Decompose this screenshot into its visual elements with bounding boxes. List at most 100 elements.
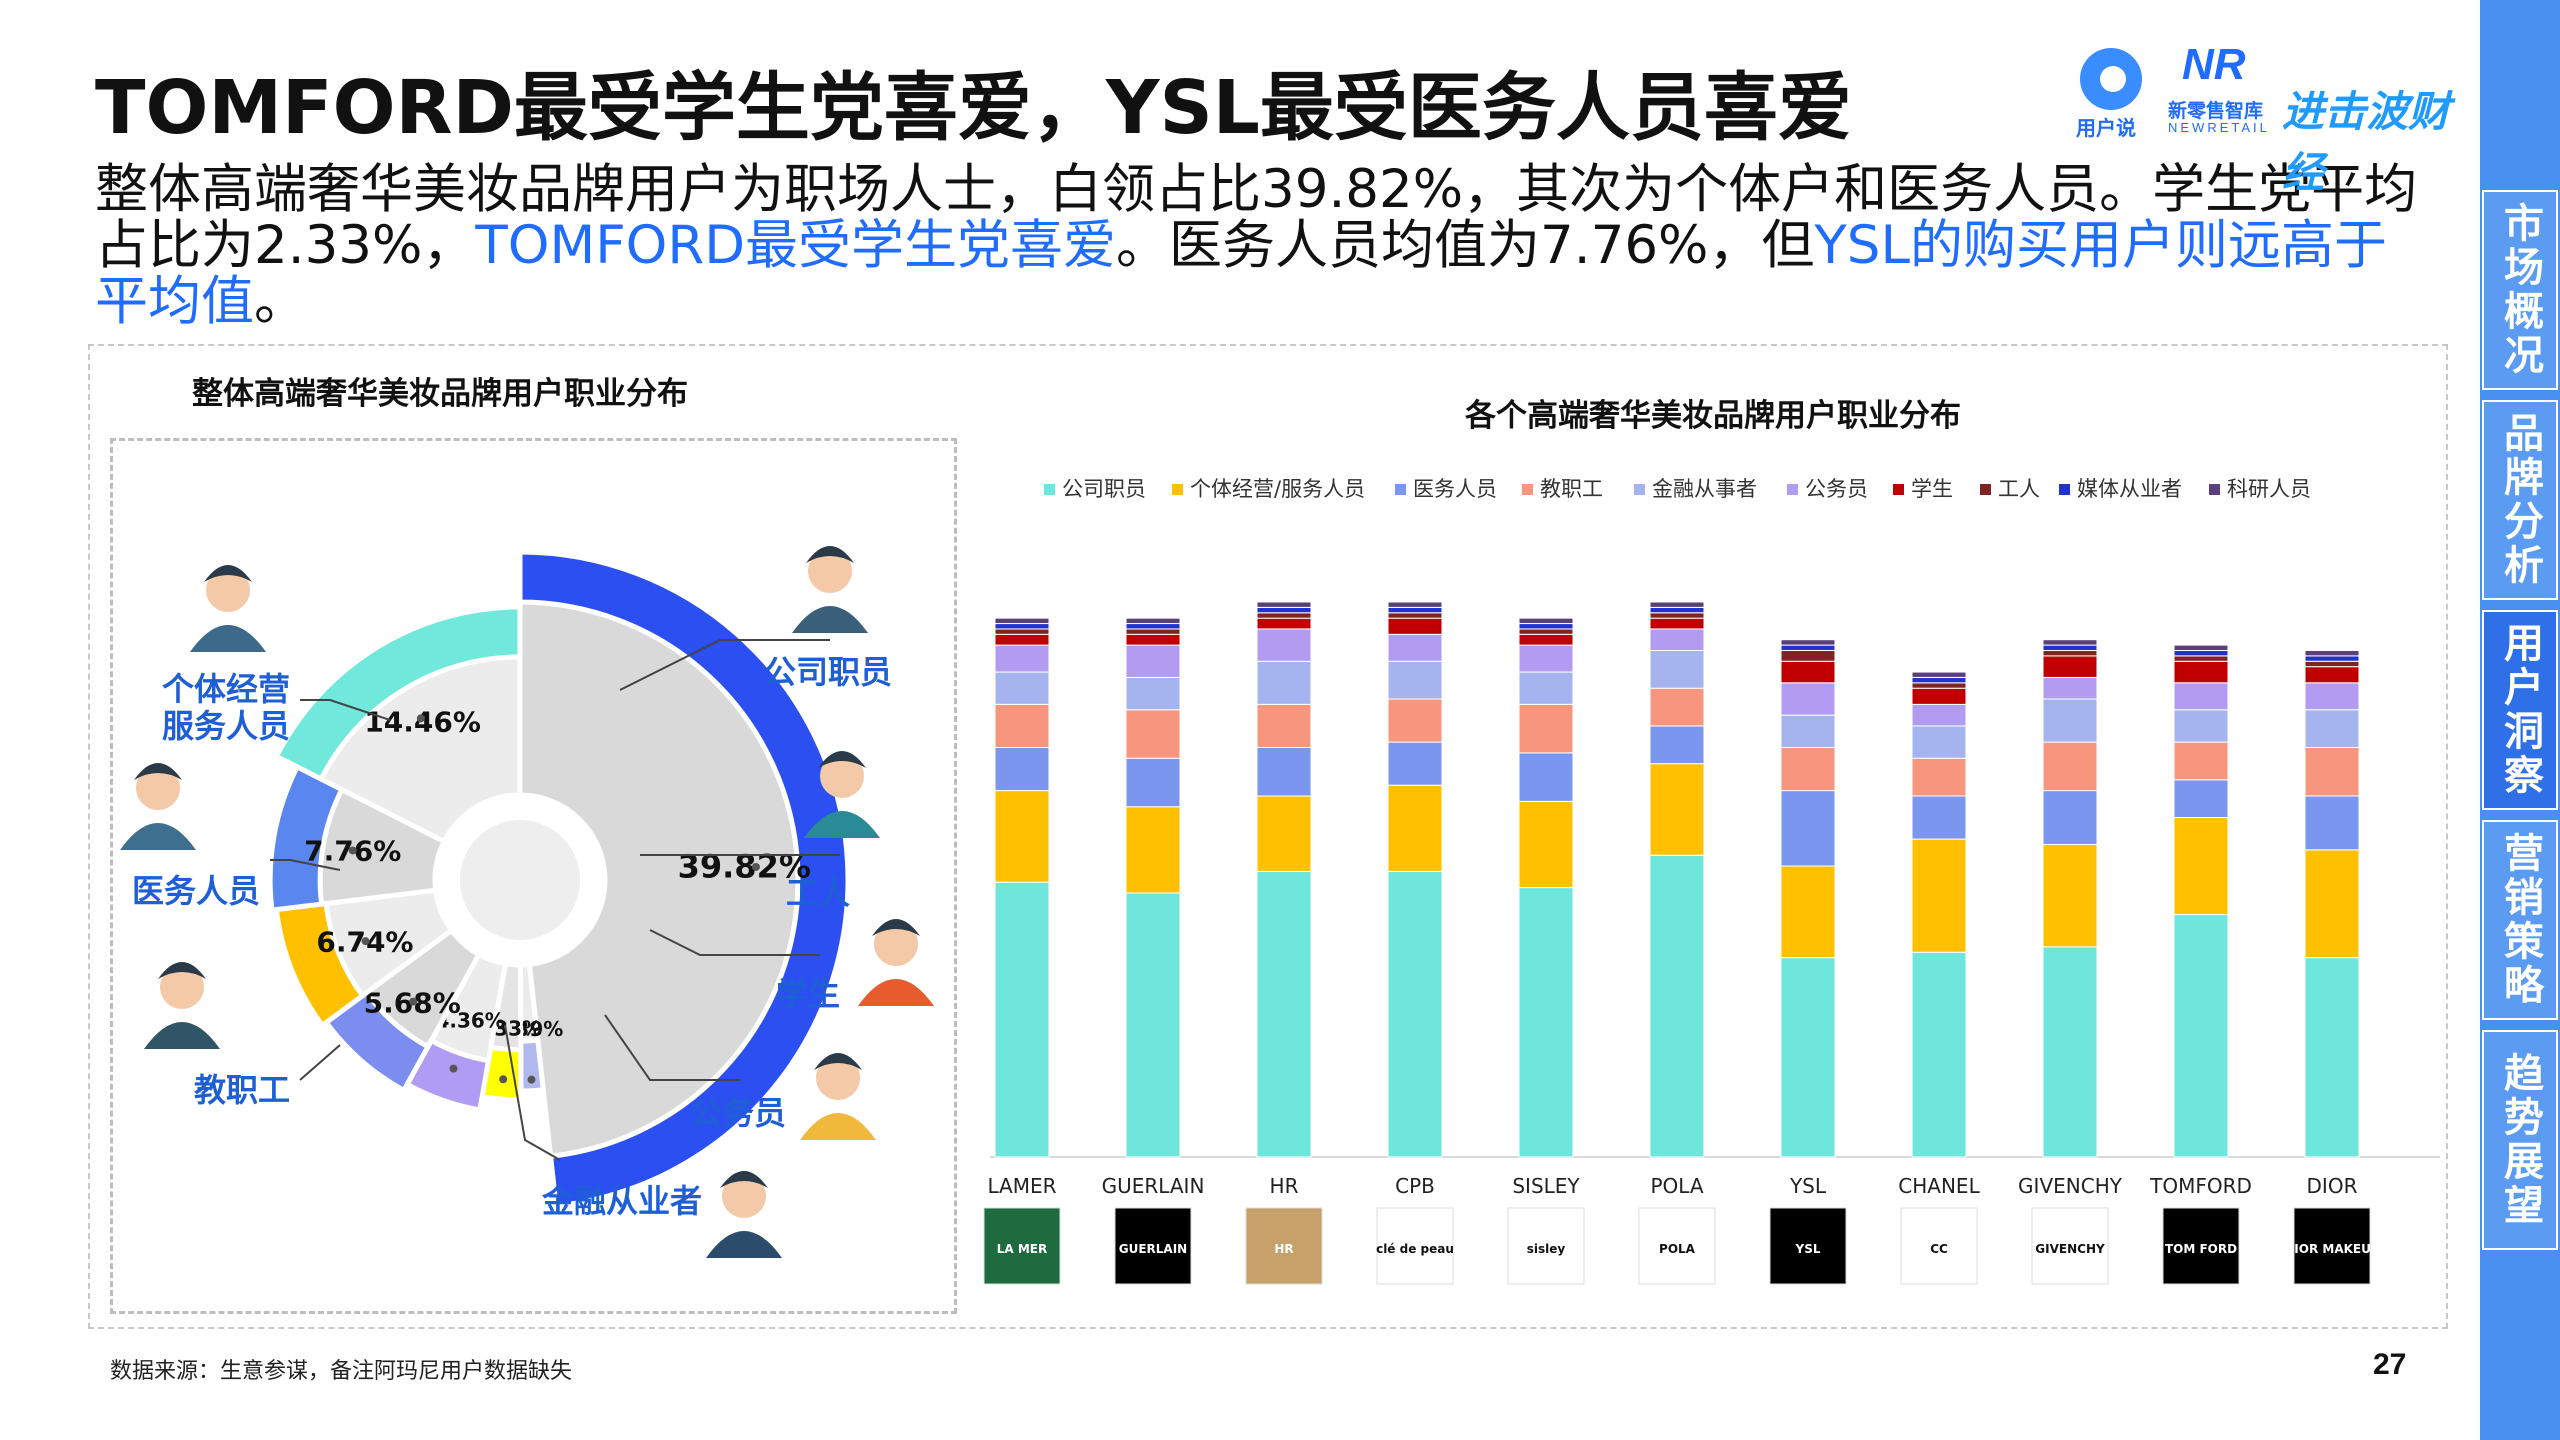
pie-hole-inner <box>460 820 580 940</box>
sidebar-item-trend[interactable]: 趋势展望 <box>2482 1030 2558 1250</box>
sidebar-item-user[interactable]: 用户洞察 <box>2482 610 2558 810</box>
brand-logo-icon <box>1769 1207 1847 1285</box>
person-avatar-icon <box>820 754 864 798</box>
sidebar-item-marketing[interactable]: 营销策略 <box>2482 820 2558 1020</box>
bar-segment <box>1911 703 1967 727</box>
bar-segment <box>2173 649 2229 657</box>
pie-callout-dot <box>409 997 418 1006</box>
pie-leader-line <box>604 1014 740 1081</box>
legend-label: 公务员 <box>1805 477 1868 501</box>
person-avatar-icon <box>160 965 204 1009</box>
pie-callout-dot <box>449 1064 458 1073</box>
bar-segment <box>1780 682 1836 716</box>
brand-logo-icon <box>2031 1207 2109 1285</box>
legend-swatch <box>1172 484 1183 495</box>
brand-logo-icon <box>1245 1207 1323 1285</box>
person-avatar-icon <box>158 962 206 979</box>
bar-segment <box>1518 703 1574 754</box>
bar-segment <box>2173 644 2229 651</box>
pie-callout-label: 学生 <box>776 975 840 1013</box>
bar-segment <box>2173 709 2229 743</box>
page-number: 27 <box>2373 1348 2407 1381</box>
legend-swatch <box>2059 484 2070 495</box>
bar-segment <box>1911 676 1967 684</box>
summary-part: 。医务人员均值为7.76%，但 <box>1116 215 1815 276</box>
bar-segment <box>1387 617 1443 635</box>
bar-segment <box>1256 660 1312 705</box>
bar-segment <box>2304 649 2360 657</box>
brand-logo-text: TOM FORD <box>2165 1242 2237 1256</box>
bar-segment <box>1125 709 1181 759</box>
bar-segment <box>2042 655 2098 678</box>
pie-callout-dot <box>348 846 357 855</box>
sidebar-item-market[interactable]: 市场概况 <box>2482 190 2558 390</box>
brand-logo-text: GUERLAIN <box>1119 1242 1187 1256</box>
legend-swatch <box>1395 484 1406 495</box>
bar-segment <box>2042 649 2098 657</box>
bar-segment <box>2304 746 2360 797</box>
bar-segment <box>2304 709 2360 748</box>
bar-segment <box>1125 623 1181 630</box>
legend-label: 科研人员 <box>2227 477 2311 501</box>
bar-segment <box>1911 795 1967 840</box>
pie-callout-dot <box>527 1075 536 1084</box>
person-avatar-icon <box>120 823 196 850</box>
brand-logo-icon <box>1376 1207 1454 1285</box>
bar-segment <box>1911 838 1967 953</box>
legend-swatch <box>2209 484 2220 495</box>
pie-callout-dot <box>751 862 760 871</box>
bar-segment <box>1125 617 1181 625</box>
sidebar-item-brand[interactable]: 品牌分析 <box>2482 400 2558 600</box>
bar-segment <box>1649 854 1705 1158</box>
brand-logo-text: CC <box>1930 1242 1948 1256</box>
bar-segment <box>1256 601 1312 608</box>
person-avatar-icon <box>800 1113 876 1140</box>
summary-highlight: TOMFORD最受学生党喜爱 <box>475 215 1117 276</box>
pie-callout-dot <box>361 937 370 946</box>
bar-segment <box>2173 817 2229 916</box>
pie-callout-label: 公务员 <box>690 1094 786 1132</box>
pie-leader-line <box>299 1044 341 1081</box>
bar-segment <box>2173 660 2229 684</box>
bar-segment <box>994 881 1050 1158</box>
person-avatar-icon <box>144 1022 220 1049</box>
pie-leader-line <box>300 699 391 721</box>
bar-segment <box>1780 746 1836 792</box>
person-avatar-icon <box>190 625 266 652</box>
pie-title: 整体高端奢华美妆品牌用户职业分布 <box>192 376 688 412</box>
x-tick-label: POLA <box>1650 1174 1703 1198</box>
bar-segment <box>1518 644 1574 673</box>
x-tick-label: SISLEY <box>1512 1174 1580 1198</box>
bar-segment <box>1125 676 1181 711</box>
pie-ring <box>273 604 523 783</box>
bar-segment <box>2042 741 2098 792</box>
pie-leader-line <box>504 1024 561 1161</box>
nr-logo-icon: NR <box>2182 40 2246 89</box>
bar-segment <box>1649 606 1705 614</box>
bar-segment <box>1649 725 1705 765</box>
person-avatar-icon <box>134 763 182 780</box>
bar-segment <box>1387 784 1443 872</box>
bar-segment <box>2173 682 2229 711</box>
legend-swatch <box>1980 484 1991 495</box>
x-tick-label: GUERLAIN <box>1102 1174 1205 1198</box>
person-avatar-icon <box>874 922 918 966</box>
legend-label: 学生 <box>1911 477 1953 501</box>
bar-segment <box>1387 870 1443 1158</box>
bar-segment <box>1125 633 1181 646</box>
pie-ring <box>517 549 851 1209</box>
x-tick-label: GIVENCHY <box>2018 1174 2123 1198</box>
brand-logo-text: clé de peau <box>1376 1242 1454 1256</box>
legend-swatch <box>1522 484 1533 495</box>
brand-logo-icon <box>1114 1207 1192 1285</box>
bar-segment <box>1911 671 1967 678</box>
person-avatar-icon <box>818 751 866 768</box>
legend-swatch <box>1044 484 1055 495</box>
person-avatar-icon <box>858 979 934 1006</box>
bar-segment <box>1649 628 1705 651</box>
brand-logo-icon <box>2293 1207 2371 1285</box>
bar-segment <box>2304 655 2360 662</box>
bar-segment <box>2042 946 2098 1158</box>
bar-segment <box>1125 628 1181 635</box>
summary-part: 整体高端奢华美妆品牌用户为职场人士，白领占比39.82%，其次为个体户和医务人员… <box>95 159 2418 276</box>
